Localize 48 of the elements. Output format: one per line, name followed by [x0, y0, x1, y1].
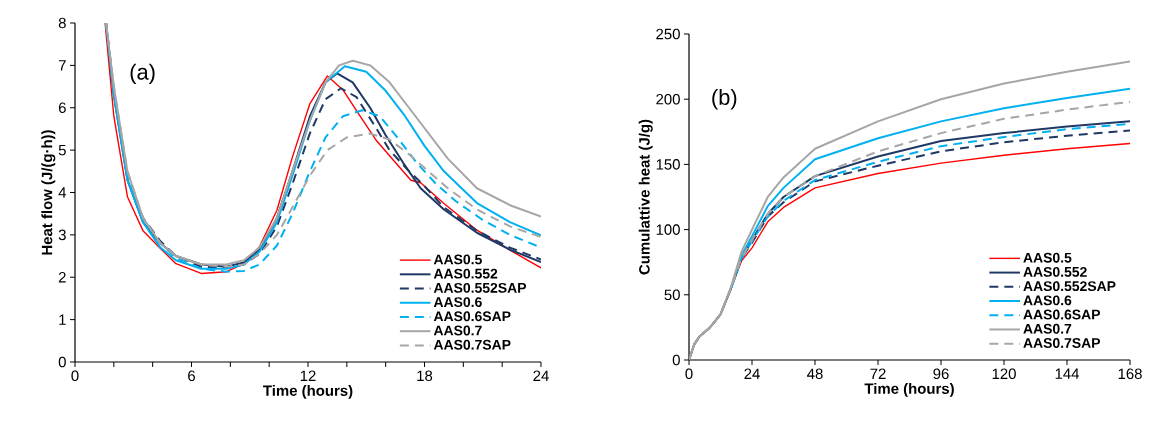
y-tick-label: 2 [58, 272, 66, 283]
y-tick-label: 250 [656, 28, 680, 40]
legend-label: AAS0.5 [1023, 252, 1072, 263]
annotation: (b) [712, 88, 737, 110]
y-tick-label: 1 [59, 314, 66, 325]
y-tick-label: 4 [58, 187, 67, 198]
y-tick-label: 7 [58, 60, 66, 71]
y-axis-title: Cumulattive heat (J/g) [638, 119, 653, 275]
x-tick-label: 96 [933, 368, 949, 380]
x-tick-label: 168 [1118, 368, 1142, 380]
y-tick-label: 100 [656, 224, 680, 235]
legend-label: AAS0.552 [433, 268, 498, 279]
x-axis-title: Time (hours) [864, 382, 954, 397]
x-tick-label: 0 [685, 368, 693, 380]
legend-label: AAS0.552SAP [433, 282, 527, 293]
y-tick-label: 50 [664, 289, 680, 301]
y-tick-label: 0 [58, 356, 66, 368]
x-tick-label: 24 [533, 370, 549, 381]
x-tick-label: 72 [870, 368, 886, 379]
annotation: (a) [130, 63, 155, 85]
x-tick-label: 144 [1055, 368, 1080, 379]
y-tick-label: 5 [58, 144, 66, 156]
x-axis-title: Time (hours) [263, 384, 353, 399]
legend-label: AAS0.7 [433, 325, 482, 336]
x-tick-label: 48 [807, 368, 823, 380]
legend-label: AAS0.6 [433, 297, 482, 308]
legend-label: AAS0.6SAP [1023, 309, 1101, 320]
legend-label: AAS0.7SAP [1023, 338, 1101, 348]
y-tick-label: 150 [656, 159, 680, 170]
x-tick-label: 24 [744, 368, 760, 379]
x-tick-label: 18 [417, 370, 433, 382]
legend-label: AAS0.6 [1023, 295, 1072, 306]
legend-label: AAS0.7SAP [433, 339, 511, 350]
y-tick-label: 6 [58, 102, 66, 114]
y-axis-title: Heat flow (J/(g·h)) [41, 130, 56, 255]
y-tick-label: 8 [58, 17, 66, 29]
legend-label: AAS0.6SAP [433, 311, 511, 322]
y-tick-label: 0 [672, 354, 680, 366]
x-tick-label: 6 [188, 370, 195, 382]
x-tick-label: 120 [992, 368, 1016, 380]
x-tick-label: 0 [71, 370, 79, 382]
legend-label: AAS0.5 [433, 254, 482, 265]
legend-label: AAS0.552SAP [1023, 281, 1116, 292]
x-tick-label: 12 [300, 370, 316, 381]
legend-label: AAS0.7 [1023, 323, 1072, 334]
legend-label: AAS0.552 [1023, 266, 1087, 277]
y-tick-label: 200 [656, 93, 680, 105]
y-tick-label: 3 [58, 229, 66, 241]
